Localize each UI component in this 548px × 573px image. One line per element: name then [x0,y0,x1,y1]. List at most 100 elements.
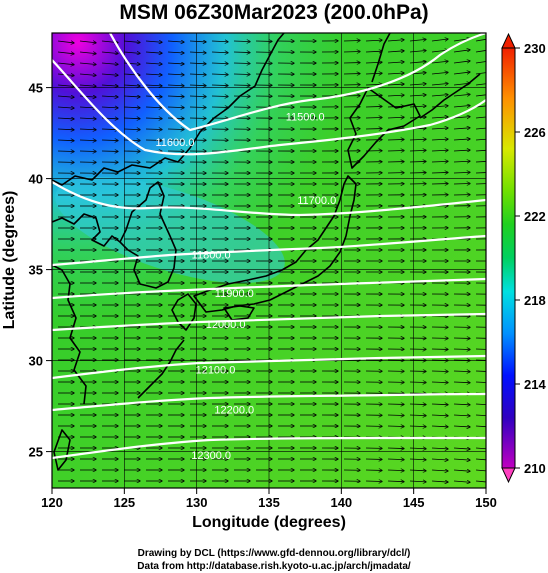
wind-arrow [365,106,382,107]
wind-arrow [431,172,448,173]
wind-arrow [431,448,448,449]
wind-arrow [387,459,404,460]
wind-arrow [211,74,228,75]
wind-arrow [475,83,486,86]
wind-arrow [211,52,228,53]
wind-arrow [475,337,486,339]
x-tick-label: 150 [475,495,497,510]
wind-arrow [475,149,486,152]
x-tick-label: 125 [113,495,135,510]
wind-arrow [189,74,206,75]
wind-arrow [431,39,448,41]
wind-arrow [387,62,404,63]
wind-arrow [145,118,162,119]
wind-arrow [57,41,74,43]
wind-arrow [409,161,426,162]
coast-kyushu [171,293,197,331]
wind-arrow [431,470,448,471]
credit-data: Data from http://database.rish.kyoto-u.a… [137,561,411,572]
wind-arrow [431,150,448,151]
wind-arrow [101,85,118,86]
wind-arrow [431,382,448,383]
wind-arrow [387,448,404,449]
wind-arrow [453,161,470,162]
wind-arrow [79,74,96,75]
coast-taiwan [53,429,71,471]
wind-arrow [145,52,162,53]
wind-arrow [431,371,448,372]
wind-arrow [453,448,470,449]
wind-arrow [409,84,426,85]
wind-arrow [57,107,74,108]
contour-label: 12000.0 [206,319,246,331]
height-contour-line [52,277,486,300]
wind-arrow [431,95,448,96]
wind-arrow [167,96,184,97]
wind-arrow [409,50,426,52]
wind-arrow [387,117,404,118]
wind-arrow [475,425,486,428]
wind-arrow [453,139,470,140]
x-axis-label: Longitude (degrees) [192,514,346,531]
contour-label: 11600.0 [155,137,194,149]
wind-arrow [79,63,96,65]
coast-korea [119,181,177,289]
wind-arrow [453,470,470,471]
wind-arrow [453,172,470,173]
contour-label: 12300.0 [191,450,231,462]
wind-arrow [57,52,74,54]
colorbar-tick-label: 210 [524,461,546,476]
wind-arrow [145,85,162,86]
height-contour-line [52,312,486,332]
wind-arrow [233,41,250,42]
wind-arrow [409,459,426,460]
wind-arrow [189,85,206,86]
wind-arrow [57,85,74,86]
wind-arrow [453,94,470,96]
wind-arrow [453,404,470,405]
wind-arrow [409,139,426,140]
wind-arrow [79,41,96,43]
wind-arrow [431,72,448,74]
coast-honshu [193,175,357,313]
wind-arrow [453,481,470,482]
wind-arrow [475,138,486,141]
wind-arrow [475,61,486,64]
wind-arrow [431,481,448,482]
wind-arrow [79,118,96,119]
wind-arrow [387,95,404,96]
wind-arrow [211,63,228,64]
y-axis-label: Latitude (degrees) [1,191,18,330]
wind-arrow [409,448,426,449]
wind-arrow [453,415,470,416]
wind-arrow [167,85,184,86]
coast-ryukyu [137,339,185,399]
wind-arrow [167,52,184,53]
x-tick-label: 120 [41,495,63,510]
wind-arrow [409,95,426,96]
credit-drawing: Drawing by DCL (https://www.gfd-dennou.o… [137,548,411,559]
wind-arrow [475,72,486,75]
wind-arrow [387,426,404,427]
wind-arrow [431,117,448,118]
wind-arrow [453,382,470,383]
wind-arrow [431,459,448,460]
coast-kurils [419,73,481,119]
coast-bohai [52,213,121,247]
wind-arrow [475,38,486,42]
colorbar-ticks: 210 214 218 222 226 230 [515,41,546,476]
wind-arrow [409,415,426,416]
wind-arrow [365,117,382,118]
contour-label: 11800.0 [192,250,231,262]
wind-arrow [431,161,448,162]
wind-arrow [101,140,118,141]
x-tick-label: 145 [403,495,425,510]
wind-arrow [365,84,382,85]
coast-hokkaido [347,87,421,169]
wind-arrow [189,96,206,97]
wind-arrow [453,50,470,53]
wind-arrow [431,84,448,85]
wind-arrow [475,403,486,405]
wind-arrow [475,105,486,108]
wind-arrow [145,107,162,108]
